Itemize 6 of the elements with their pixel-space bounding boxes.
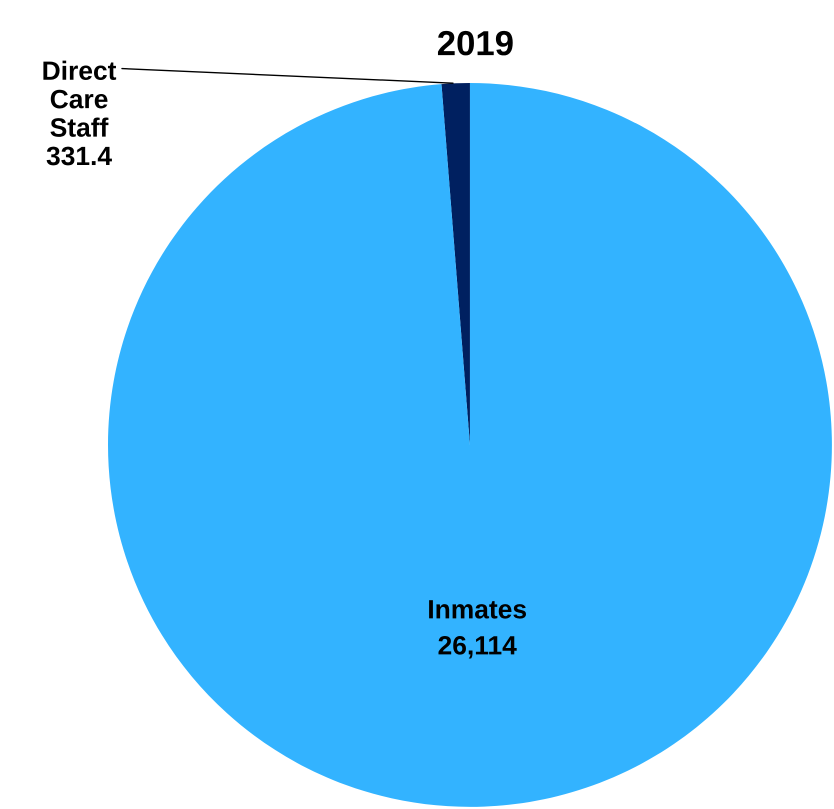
slice-label: Direct Care Staff [43, 60, 116, 137]
data-label: 26,114 [438, 636, 517, 658]
data-label: 331.4 [46, 146, 112, 166]
slice-label: Inmates [429, 600, 526, 619]
chart-title: 2019 [438, 30, 513, 56]
pie-slice [441, 82, 470, 445]
